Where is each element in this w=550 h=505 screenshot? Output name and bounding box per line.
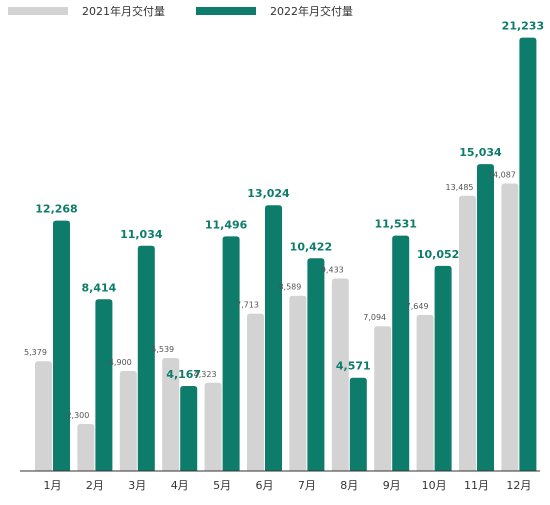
bar-2021-9 — [374, 326, 392, 471]
labels-layer: 5,379 12,268 1月 2,300 8,414 2月 4,900 11,034 3月 5,… — [24, 20, 544, 492]
value-label-2022-6: 13,024 — [247, 187, 290, 200]
value-label-2022-8: 4,571 — [336, 360, 371, 373]
legend-label-2022: 2022年月交付量 — [270, 4, 353, 18]
value-label-2021-5: 4,323 — [194, 370, 217, 379]
bar-2022-9 — [392, 235, 410, 471]
x-tick-label-1: 1月 — [44, 479, 62, 492]
bar-2021-8 — [331, 278, 349, 471]
x-tick-label-4: 4月 — [171, 479, 189, 492]
value-label-2021-3: 4,900 — [109, 358, 132, 367]
bar-2022-3 — [137, 245, 155, 471]
value-label-2021-2: 2,300 — [66, 411, 89, 420]
x-tick-label-9: 9月 — [383, 479, 401, 492]
value-label-2021-11: 13,485 — [446, 183, 474, 192]
x-tick-label-8: 8月 — [340, 479, 358, 492]
x-tick-label-7: 7月 — [298, 479, 316, 492]
bar-2022-12 — [519, 37, 537, 471]
value-label-2022-3: 11,034 — [120, 228, 163, 241]
bar-2021-10 — [416, 314, 434, 471]
bar-2021-5 — [204, 382, 222, 471]
value-label-2021-4: 5,539 — [151, 345, 174, 354]
value-label-2021-9: 7,094 — [363, 313, 386, 322]
value-label-2022-11: 15,034 — [459, 146, 502, 159]
x-tick-label-10: 10月 — [422, 479, 447, 492]
value-label-2022-10: 10,052 — [417, 248, 459, 261]
x-tick-label-5: 5月 — [213, 479, 231, 492]
value-label-2021-8: 9,433 — [321, 265, 344, 274]
value-label-2022-4: 4,167 — [166, 368, 201, 381]
legend: 2021年月交付量 2022年月交付量 — [8, 4, 353, 18]
value-label-2021-6: 7,713 — [236, 301, 259, 310]
bar-2021-1 — [35, 361, 52, 471]
bar-2022-2 — [95, 299, 113, 471]
legend-swatch-2021 — [8, 7, 68, 15]
bar-2021-11 — [459, 195, 476, 471]
value-label-2022-2: 8,414 — [82, 281, 117, 294]
x-tick-label-12: 12月 — [506, 479, 531, 492]
value-label-2022-9: 11,531 — [374, 218, 416, 231]
legend-swatch-2022 — [196, 7, 256, 15]
bar-2022-5 — [222, 236, 240, 471]
value-label-2021-7: 8,589 — [278, 283, 301, 292]
value-label-2022-1: 12,268 — [35, 203, 77, 216]
bar-2021-6 — [247, 313, 264, 471]
bar-2021-7 — [289, 295, 307, 471]
bar-2022-11 — [477, 164, 494, 471]
bar-2022-6 — [265, 205, 282, 471]
value-label-2022-12: 21,233 — [502, 20, 544, 33]
x-tick-label-6: 6月 — [256, 479, 274, 492]
value-label-2022-5: 11,496 — [205, 218, 248, 231]
value-label-2021-1: 5,379 — [24, 348, 47, 357]
bar-2021-3 — [119, 370, 137, 471]
x-tick-label-2: 2月 — [86, 479, 104, 492]
bars-layer — [35, 37, 537, 471]
bar-2021-2 — [77, 424, 95, 471]
value-label-2021-12: 14,087 — [488, 170, 516, 179]
bar-2022-7 — [307, 258, 325, 471]
bar-2022-1 — [53, 220, 70, 471]
x-tick-label-3: 3月 — [128, 479, 146, 492]
bar-2021-12 — [501, 183, 519, 471]
x-tick-label-11: 11月 — [464, 479, 489, 492]
bar-2022-4 — [180, 385, 198, 471]
value-label-2021-10: 7,649 — [406, 302, 429, 311]
bar-2022-8 — [349, 377, 367, 471]
legend-label-2021: 2021年月交付量 — [82, 4, 165, 18]
bar-2021-4 — [162, 357, 180, 471]
bar-2022-10 — [434, 265, 452, 471]
value-label-2022-7: 10,422 — [290, 240, 332, 253]
